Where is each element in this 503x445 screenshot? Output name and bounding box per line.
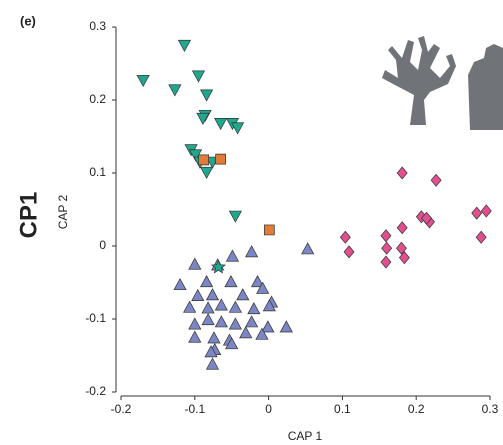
- point: [136, 74, 150, 88]
- x-tick-label: -0.1: [184, 402, 205, 416]
- point: [430, 173, 442, 187]
- point: [214, 315, 228, 328]
- point: [255, 327, 269, 340]
- point: [247, 302, 261, 315]
- point: [398, 251, 410, 265]
- point: [225, 249, 240, 262]
- point: [173, 277, 187, 291]
- point: [177, 39, 192, 52]
- point: [301, 242, 315, 255]
- point: [279, 320, 293, 333]
- point: [191, 70, 206, 83]
- point: [396, 221, 408, 235]
- point: [214, 118, 228, 131]
- point: [188, 257, 202, 270]
- point: [200, 166, 214, 180]
- point: [228, 210, 242, 223]
- side-label: CP1: [15, 192, 42, 239]
- x-tick-label: 0: [265, 402, 272, 416]
- x-tick-label: 0.1: [334, 402, 351, 416]
- y-tick-label: 0.3: [89, 19, 106, 33]
- point: [200, 275, 214, 288]
- y-axis-label: CAP 2: [56, 194, 70, 229]
- point: [239, 326, 253, 339]
- point: [204, 345, 218, 358]
- point: [201, 312, 215, 326]
- point: [168, 84, 182, 97]
- point: [228, 300, 242, 313]
- point: [183, 300, 197, 313]
- point: [471, 206, 483, 220]
- point: [214, 298, 228, 311]
- point: [196, 112, 210, 125]
- point: [188, 317, 202, 330]
- point: [381, 241, 393, 255]
- y-tick-label: 0.1: [89, 165, 106, 179]
- point: [380, 255, 392, 269]
- point: [231, 122, 245, 135]
- x-tick-label: 0.2: [408, 402, 425, 416]
- point: [343, 245, 355, 259]
- panel-label: (e): [20, 13, 36, 28]
- y-tick-label: 0: [99, 238, 106, 252]
- point: [205, 357, 220, 370]
- x-tick-label: 0.3: [482, 402, 499, 416]
- y-tick-label: -0.2: [85, 384, 106, 398]
- coral-silhouettes: [382, 36, 503, 130]
- point: [201, 301, 215, 314]
- point: [191, 288, 205, 301]
- point: [396, 166, 408, 180]
- point: [210, 259, 227, 274]
- point: [263, 224, 275, 236]
- y-tick-label: -0.1: [85, 311, 106, 325]
- point: [421, 211, 432, 225]
- point: [395, 241, 407, 255]
- point: [250, 275, 265, 288]
- point: [256, 281, 270, 294]
- point: [380, 229, 392, 243]
- point: [475, 230, 487, 244]
- point: [261, 320, 275, 333]
- point: [245, 245, 259, 258]
- point: [207, 331, 221, 344]
- point: [245, 315, 259, 328]
- x-axis-label: CAP 1: [288, 429, 323, 443]
- point: [339, 230, 351, 244]
- point: [224, 275, 238, 288]
- point: [200, 89, 214, 102]
- point: [205, 288, 220, 301]
- point: [198, 154, 210, 166]
- point: [480, 204, 492, 218]
- point: [228, 317, 242, 330]
- point: [236, 288, 250, 301]
- point: [188, 330, 202, 343]
- point: [225, 337, 239, 350]
- point: [215, 153, 226, 165]
- x-tick-label: -0.2: [111, 402, 132, 416]
- y-tick-label: 0.2: [89, 92, 106, 106]
- point: [262, 299, 276, 312]
